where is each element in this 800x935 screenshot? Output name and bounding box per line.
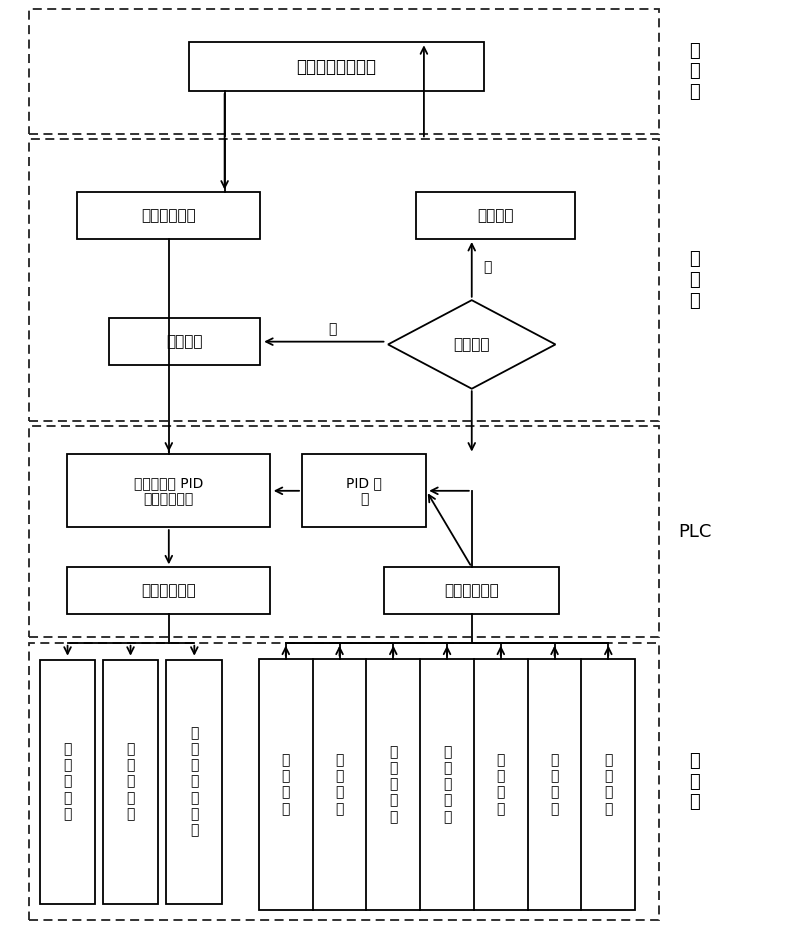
- Text: 加
水
流
量: 加 水 流 量: [497, 754, 505, 815]
- Bar: [40, 659, 95, 904]
- Text: 加
水
阀
开
度: 加 水 阀 开 度: [443, 745, 451, 824]
- Text: 好: 好: [484, 260, 492, 274]
- Text: 下发控制数据: 下发控制数据: [142, 209, 196, 223]
- Text: 蒸
汽
压
力: 蒸 汽 压 力: [282, 754, 290, 815]
- Text: 出
口
水
份: 出 口 水 份: [604, 754, 613, 815]
- Bar: [166, 659, 222, 904]
- Bar: [77, 193, 261, 239]
- Text: 出
口
温
度: 出 口 温 度: [550, 754, 558, 815]
- Text: 控制指令执行: 控制指令执行: [142, 583, 196, 598]
- Text: 生
产
线: 生 产 线: [690, 752, 700, 812]
- Text: 经验数据控制模型: 经验数据控制模型: [296, 58, 376, 76]
- Text: 监
控
机: 监 控 机: [690, 251, 700, 309]
- Text: PLC: PLC: [678, 523, 712, 540]
- Bar: [109, 318, 261, 365]
- Bar: [102, 659, 158, 904]
- Bar: [416, 193, 575, 239]
- Bar: [67, 568, 270, 614]
- Bar: [189, 42, 484, 91]
- Text: 热
风
门
控
制
气
缸: 热 风 门 控 制 气 缸: [190, 726, 198, 837]
- Polygon shape: [388, 300, 555, 389]
- Text: 经验数据与 PID
实时控制整合: 经验数据与 PID 实时控制整合: [134, 476, 203, 506]
- Text: PID 控
制: PID 控 制: [346, 476, 382, 506]
- Text: 自动更新: 自动更新: [478, 209, 514, 223]
- Text: 工艺指标检测: 工艺指标检测: [444, 583, 499, 598]
- Bar: [302, 454, 426, 527]
- Text: 蒸
汽
阀
开
度: 蒸 汽 阀 开 度: [389, 745, 398, 824]
- Text: 蒸
汽
控
制
阀: 蒸 汽 控 制 阀: [63, 742, 72, 821]
- Bar: [67, 454, 270, 527]
- Bar: [384, 568, 559, 614]
- Text: 服
务
器: 服 务 器: [690, 41, 700, 101]
- Text: 效果分析: 效果分析: [454, 337, 490, 352]
- Text: 蒸
汽
流
量: 蒸 汽 流 量: [335, 754, 344, 815]
- Text: 超差报警: 超差报警: [166, 334, 203, 349]
- Bar: [259, 658, 635, 911]
- Text: 差: 差: [328, 323, 337, 337]
- Text: 加
水
控
制
阀: 加 水 控 制 阀: [126, 742, 134, 821]
